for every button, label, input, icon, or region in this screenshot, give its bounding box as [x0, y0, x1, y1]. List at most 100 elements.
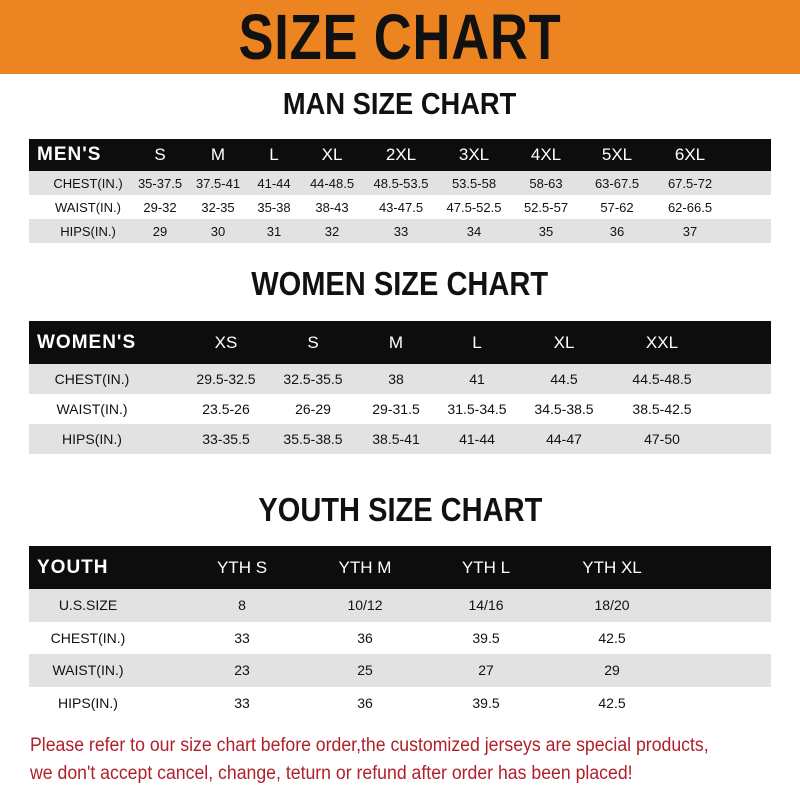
size-header-cell: YTH L	[461, 557, 511, 577]
size-header-cell: XL	[553, 332, 575, 352]
table-cell: 29.5-32.5	[196, 371, 256, 387]
table-cell: 26-29	[295, 401, 331, 417]
row-label: WAIST(IN.)	[55, 199, 121, 215]
table-cell: 47-50	[644, 431, 680, 447]
table-header-row: WOMEN'S XS S M L XL XXL	[29, 321, 771, 364]
table-cell: 33	[234, 694, 250, 711]
table-row: CHEST(IN.) 33 36 39.5 42.5	[29, 622, 771, 655]
table-row: HIPS(IN.) 29 30 31 32 33 34 35 36 37	[29, 219, 771, 243]
table-cell: 8	[238, 597, 246, 614]
table-cell: 34.5-38.5	[534, 401, 594, 417]
table-cell: 38	[388, 371, 404, 387]
table-cell: 29	[152, 223, 168, 239]
table-title-cell: MEN'S	[37, 144, 102, 165]
size-header-cell: YTH XL	[582, 557, 642, 577]
table-cell: 38.5-41	[372, 431, 420, 447]
table-cell: 35	[538, 223, 554, 239]
table-cell: 36	[609, 223, 625, 239]
row-label: HIPS(IN.)	[60, 223, 116, 239]
table-cell: 33	[393, 223, 409, 239]
table-cell: 67.5-72	[667, 175, 713, 191]
table-cell: 44-47	[546, 431, 582, 447]
table-row: HIPS(IN.) 33-35.5 35.5-38.5 38.5-41 41-44 44-…	[29, 424, 771, 454]
row-label: CHEST(IN.)	[54, 371, 130, 387]
women-section-title: WOMEN SIZE CHART	[251, 265, 549, 302]
table-cell: 47.5-52.5	[446, 199, 502, 215]
table-row: WAIST(IN.) 23 25 27 29	[29, 654, 771, 687]
table-cell: 33-35.5	[202, 431, 250, 447]
table-cell: 53.5-58	[451, 175, 497, 191]
size-header-cell: L	[472, 332, 482, 352]
table-cell: 38.5-42.5	[632, 401, 692, 417]
table-row: CHEST(IN.) 29.5-32.5 32.5-35.5 38 41 44.5 44.5…	[29, 364, 771, 394]
table-cell: 39.5	[472, 694, 500, 711]
size-header-cell: S	[307, 332, 319, 352]
table-cell: 33	[234, 629, 250, 646]
row-label: CHEST(IN.)	[53, 175, 123, 191]
row-label: HIPS(IN.)	[58, 694, 118, 711]
table-cell: 36	[357, 629, 373, 646]
table-cell: 29-32	[143, 199, 177, 215]
table-cell: 35-38	[257, 199, 291, 215]
size-header-cell: 5XL	[601, 145, 633, 164]
table-cell: 44-48.5	[309, 175, 355, 191]
size-header-cell: L	[269, 145, 279, 164]
table-header-row: YOUTH YTH S YTH M YTH L YTH XL	[29, 546, 771, 589]
table-cell: 42.5	[598, 694, 626, 711]
table-cell: 18/20	[594, 597, 630, 614]
table-cell: 34	[466, 223, 482, 239]
table-cell: 43-47.5	[378, 199, 424, 215]
table-row: WAIST(IN.) 29-32 32-35 35-38 38-43 43-47.5 47.…	[29, 195, 771, 219]
table-cell: 31	[266, 223, 282, 239]
size-header-cell: YTH S	[216, 557, 268, 577]
table-cell: 44.5	[550, 371, 578, 387]
table-cell: 36	[357, 694, 373, 711]
table-cell: 42.5	[598, 629, 626, 646]
table-row: U.S.SIZE 8 10/12 14/16 18/20	[29, 589, 771, 622]
table-cell: 38-43	[315, 199, 349, 215]
table-cell: 29-31.5	[372, 401, 420, 417]
table-header-row: MEN'S S M L XL 2XL 3XL 4XL 5XL 6XL	[29, 139, 771, 171]
table-cell: 32.5-35.5	[283, 371, 343, 387]
table-cell: 32	[324, 223, 340, 239]
table-cell: 52.5-57	[523, 199, 569, 215]
table-cell: 63-67.5	[594, 175, 640, 191]
table-cell: 25	[357, 662, 373, 679]
table-cell: 35-37.5	[137, 175, 183, 191]
youth-size-table: YOUTH YTH S YTH M YTH L YTH XL U.S.SIZE 8 10/12…	[29, 546, 771, 719]
table-cell: 41-44	[459, 431, 495, 447]
table-cell: 41	[469, 371, 485, 387]
table-cell: 14/16	[468, 597, 504, 614]
men-section-title: MAN SIZE CHART	[283, 86, 517, 121]
page-title: SIZE CHART	[238, 1, 562, 73]
size-header-cell: YTH M	[338, 557, 392, 577]
title-banner: SIZE CHART	[0, 0, 800, 74]
table-row: HIPS(IN.) 33 36 39.5 42.5	[29, 687, 771, 720]
table-cell: 39.5	[472, 629, 500, 646]
table-cell: 62-66.5	[667, 199, 713, 215]
row-label: HIPS(IN.)	[62, 431, 122, 447]
youth-section-title: YOUTH SIZE CHART	[258, 491, 542, 528]
row-label: WAIST(IN.)	[52, 662, 124, 679]
table-cell: 37.5-41	[195, 175, 241, 191]
size-header-cell: XS	[214, 332, 238, 352]
table-cell: 29	[604, 662, 620, 679]
size-header-cell: 6XL	[674, 145, 706, 164]
table-title-cell: WOMEN'S	[37, 331, 137, 353]
table-cell: 58-63	[529, 175, 563, 191]
table-cell: 44.5-48.5	[632, 371, 692, 387]
table-cell: 37	[682, 223, 698, 239]
size-header-cell: XXL	[645, 332, 679, 352]
table-cell: 35.5-38.5	[283, 431, 343, 447]
size-header-cell: 3XL	[458, 145, 490, 164]
table-cell: 41-44	[257, 175, 291, 191]
size-header-cell: M	[388, 332, 404, 352]
row-label: WAIST(IN.)	[56, 401, 128, 417]
table-cell: 30	[210, 223, 226, 239]
table-cell: 57-62	[600, 199, 634, 215]
size-header-cell: XL	[321, 145, 343, 164]
table-title-cell: YOUTH	[37, 556, 109, 578]
size-header-cell: M	[210, 145, 226, 164]
table-row: CHEST(IN.) 35-37.5 37.5-41 41-44 44-48.5 48.5…	[29, 171, 771, 195]
size-header-cell: 2XL	[385, 145, 417, 164]
